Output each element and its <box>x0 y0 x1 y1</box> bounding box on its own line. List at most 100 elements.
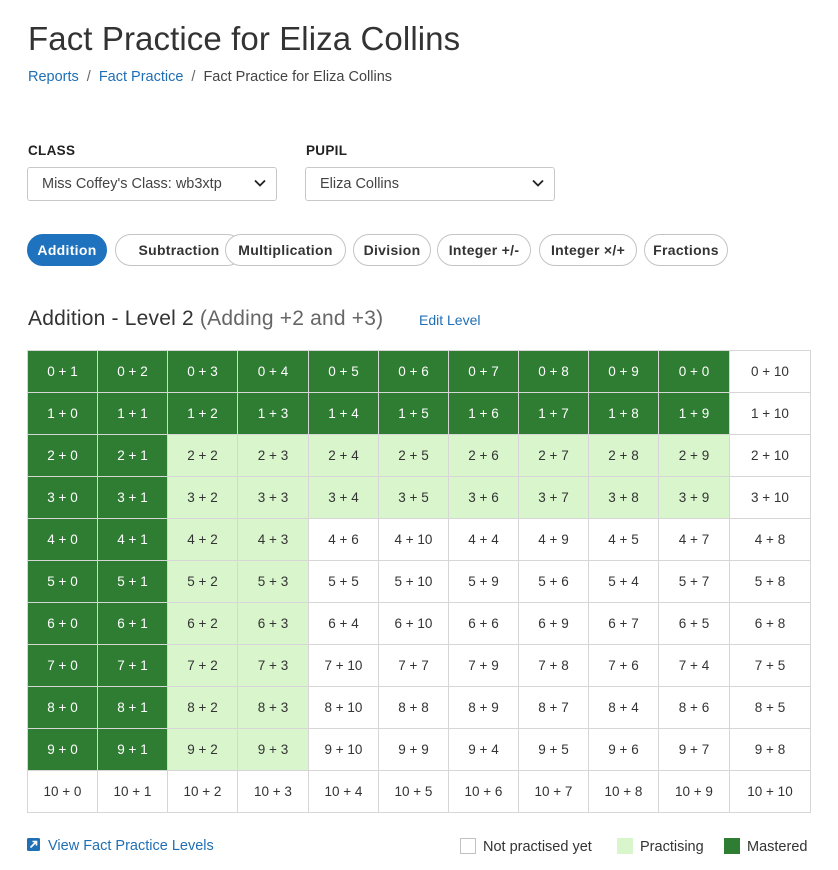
view-levels-label: View Fact Practice Levels <box>48 838 214 854</box>
legend-swatch-practising <box>617 838 633 854</box>
fact-cell: 6 + 2 <box>168 603 238 645</box>
fact-cell: 8 + 10 <box>309 687 379 729</box>
fact-cell: 3 + 8 <box>589 477 659 519</box>
fact-cell: 8 + 1 <box>98 687 168 729</box>
tab-subtraction[interactable]: Subtraction <box>115 234 243 266</box>
class-select[interactable]: Miss Coffey's Class: wb3xtp <box>27 167 277 201</box>
fact-cell: 0 + 3 <box>168 351 238 393</box>
tab-multiplication[interactable]: Multiplication <box>225 234 346 266</box>
fact-cell: 9 + 3 <box>238 729 309 771</box>
fact-cell: 2 + 9 <box>659 435 730 477</box>
external-link-icon <box>27 838 40 851</box>
fact-cell: 5 + 7 <box>659 561 730 603</box>
chevron-down-icon <box>254 179 266 187</box>
fact-cell: 0 + 1 <box>28 351 98 393</box>
fact-cell: 3 + 10 <box>730 477 811 519</box>
tab-integer-times-divide[interactable]: Integer ×/+ <box>539 234 637 266</box>
class-label: CLASS <box>28 143 76 158</box>
fact-cell: 5 + 1 <box>98 561 168 603</box>
fact-cell: 7 + 9 <box>449 645 519 687</box>
fact-cell: 0 + 0 <box>659 351 730 393</box>
fact-cell: 0 + 8 <box>519 351 589 393</box>
fact-cell: 4 + 8 <box>730 519 811 561</box>
fact-cell: 7 + 1 <box>98 645 168 687</box>
fact-cell: 6 + 5 <box>659 603 730 645</box>
fact-cell: 2 + 8 <box>589 435 659 477</box>
fact-cell: 10 + 3 <box>238 771 309 813</box>
fact-cell: 4 + 3 <box>238 519 309 561</box>
fact-cell: 1 + 8 <box>589 393 659 435</box>
fact-cell: 8 + 7 <box>519 687 589 729</box>
fact-cell: 10 + 4 <box>309 771 379 813</box>
fact-cell: 10 + 9 <box>659 771 730 813</box>
fact-cell: 10 + 8 <box>589 771 659 813</box>
level-subtitle: (Adding +2 and +3) <box>199 307 384 330</box>
fact-cell: 8 + 3 <box>238 687 309 729</box>
breadcrumb-reports[interactable]: Reports <box>28 69 79 85</box>
fact-cell: 6 + 0 <box>28 603 98 645</box>
breadcrumb-fact-practice[interactable]: Fact Practice <box>98 69 184 85</box>
fact-cell: 10 + 1 <box>98 771 168 813</box>
fact-cell: 3 + 5 <box>379 477 449 519</box>
fact-cell: 10 + 0 <box>28 771 98 813</box>
fact-cell: 5 + 0 <box>28 561 98 603</box>
fact-cell: 5 + 2 <box>168 561 238 603</box>
fact-cell: 6 + 3 <box>238 603 309 645</box>
legend-practising: Practising <box>617 838 704 855</box>
fact-cell: 6 + 8 <box>730 603 811 645</box>
fact-cell: 9 + 5 <box>519 729 589 771</box>
fact-cell: 6 + 1 <box>98 603 168 645</box>
fact-cell: 7 + 4 <box>659 645 730 687</box>
fact-cell: 2 + 2 <box>168 435 238 477</box>
fact-cell: 5 + 6 <box>519 561 589 603</box>
fact-cell: 0 + 4 <box>238 351 309 393</box>
fact-cell: 10 + 2 <box>168 771 238 813</box>
fact-cell: 0 + 2 <box>98 351 168 393</box>
breadcrumb-current: Fact Practice for Eliza Collins <box>203 69 393 85</box>
fact-cell: 4 + 2 <box>168 519 238 561</box>
tab-division[interactable]: Division <box>353 234 431 266</box>
fact-cell: 5 + 9 <box>449 561 519 603</box>
fact-cell: 1 + 2 <box>168 393 238 435</box>
fact-cell: 0 + 5 <box>309 351 379 393</box>
fact-cell: 0 + 7 <box>449 351 519 393</box>
fact-cell: 2 + 0 <box>28 435 98 477</box>
pupil-select[interactable]: Eliza Collins <box>305 167 555 201</box>
fact-cell: 2 + 6 <box>449 435 519 477</box>
chevron-down-icon <box>532 179 544 187</box>
fact-cell: 1 + 7 <box>519 393 589 435</box>
legend-label: Practising <box>640 839 704 855</box>
fact-cell: 5 + 10 <box>379 561 449 603</box>
fact-cell: 4 + 7 <box>659 519 730 561</box>
legend-swatch-mastered <box>724 838 740 854</box>
fact-cell: 7 + 5 <box>730 645 811 687</box>
fact-cell: 0 + 9 <box>589 351 659 393</box>
tab-integer-plus-minus[interactable]: Integer +/- <box>437 234 531 266</box>
fact-cell: 9 + 9 <box>379 729 449 771</box>
legend-label: Mastered <box>747 839 808 855</box>
fact-cell: 3 + 9 <box>659 477 730 519</box>
level-title: Addition - Level 2 <box>28 307 194 330</box>
fact-cell: 9 + 7 <box>659 729 730 771</box>
fact-cell: 9 + 1 <box>98 729 168 771</box>
legend-mastered: Mastered <box>724 838 807 855</box>
fact-cell: 9 + 8 <box>730 729 811 771</box>
legend-label: Not practised yet <box>483 839 592 855</box>
level-heading: Addition - Level 2 (Adding +2 and +3) <box>28 307 383 331</box>
edit-level-link[interactable]: Edit Level <box>419 312 481 328</box>
fact-cell: 2 + 10 <box>730 435 811 477</box>
fact-cell: 4 + 5 <box>589 519 659 561</box>
legend-not-practised: Not practised yet <box>460 838 592 855</box>
fact-cell: 8 + 0 <box>28 687 98 729</box>
fact-cell: 7 + 8 <box>519 645 589 687</box>
view-fact-practice-levels-link[interactable]: View Fact Practice Levels <box>27 838 214 854</box>
pupil-label: PUPIL <box>306 143 348 158</box>
tab-addition[interactable]: Addition <box>27 234 107 266</box>
fact-cell: 8 + 9 <box>449 687 519 729</box>
fact-cell: 3 + 4 <box>309 477 379 519</box>
tab-fractions[interactable]: Fractions <box>644 234 728 266</box>
fact-cell: 4 + 10 <box>379 519 449 561</box>
fact-cell: 2 + 7 <box>519 435 589 477</box>
fact-cell: 4 + 9 <box>519 519 589 561</box>
